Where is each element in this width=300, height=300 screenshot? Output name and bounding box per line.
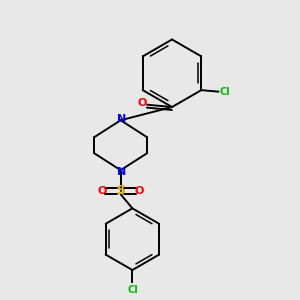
Text: O: O (97, 186, 106, 196)
Text: O: O (135, 186, 144, 196)
Text: O: O (138, 98, 147, 108)
Text: Cl: Cl (220, 87, 230, 97)
Text: N: N (117, 114, 126, 124)
Text: S: S (116, 184, 125, 197)
Text: Cl: Cl (127, 285, 138, 295)
Text: N: N (117, 167, 126, 177)
